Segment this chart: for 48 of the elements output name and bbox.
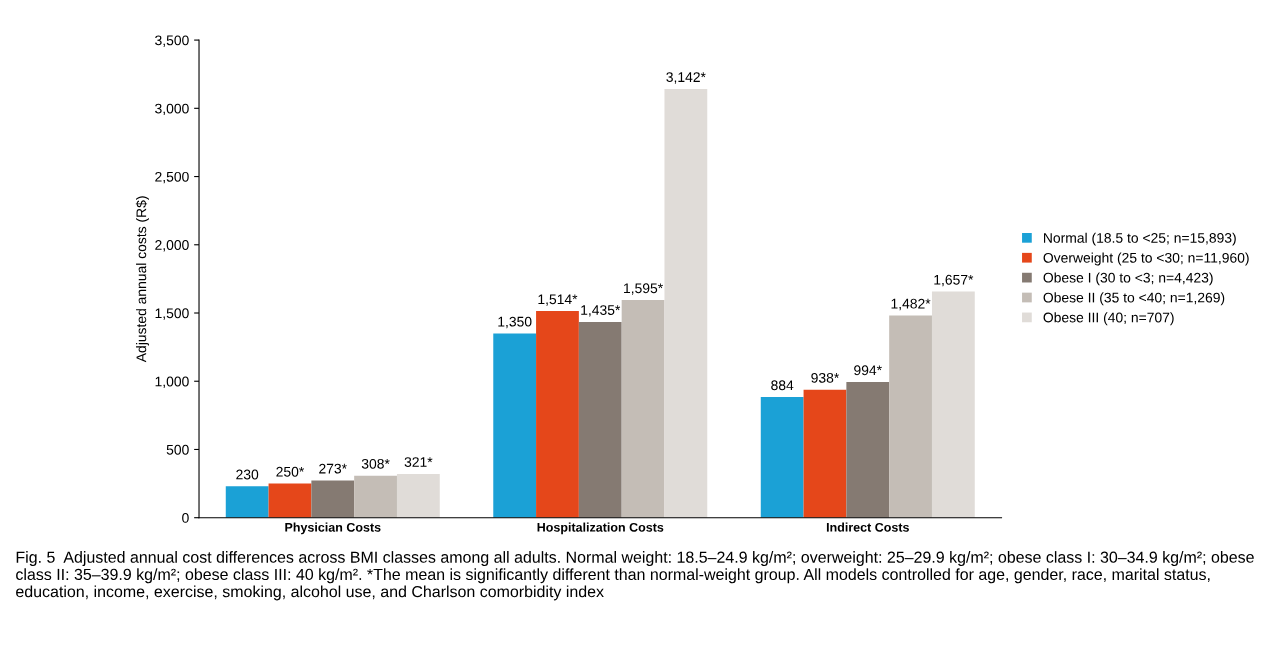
bar [396, 473, 440, 518]
x-tick-label: Physician Costs [285, 522, 381, 535]
y-tick-label: 2,000 [155, 240, 189, 252]
y-tick-label: 1,000 [155, 376, 189, 389]
y-tick-label: 2,500 [155, 171, 189, 184]
bar [354, 475, 397, 518]
y-tick-label: 500 [166, 444, 189, 455]
data-label: 321* [404, 457, 433, 467]
bar [803, 389, 847, 518]
bar [846, 382, 890, 518]
y-tick-label: 0 [182, 513, 189, 523]
bar [311, 480, 355, 518]
legend-label: Obese I (30 to <3; n=4,423) [1043, 272, 1213, 286]
data-label: 3,142* [666, 72, 706, 84]
x-tick-label: Indirect Costs [826, 522, 909, 532]
data-label: 1,514* [538, 294, 578, 306]
data-label: 1,657* [934, 274, 974, 287]
data-label: 308* [361, 458, 390, 469]
legend-label: Obese II (35 to <40; n=1,269) [1043, 292, 1225, 306]
bar [268, 483, 312, 518]
y-tick-label: 1,500 [155, 308, 189, 320]
x-tick-label: Hospitalization Costs [537, 522, 664, 535]
bar [664, 88, 708, 518]
data-label: 273* [319, 463, 347, 474]
data-label: 1,482* [891, 298, 931, 311]
bar [225, 486, 269, 518]
bar [578, 321, 622, 518]
legend-label: Overweight (25 to <30; n=11,960) [1043, 252, 1249, 266]
y-tick-label: 3,000 [155, 103, 189, 116]
data-label: 884 [771, 380, 794, 391]
bar [760, 397, 804, 518]
data-label: 230 [236, 469, 259, 480]
bar [889, 315, 932, 518]
data-label: 938* [811, 372, 840, 383]
bar [931, 291, 975, 518]
bar [621, 300, 665, 518]
data-label: 994* [854, 365, 882, 376]
legend-label: Obese III (40; n=707) [1043, 312, 1174, 326]
caption: Fig. 5 Adjusted annual cost differences across BMI classes among all adults. Normal weight: 18.5–24.9 kg/m²; overweight: 25–29.9 kg/m²; obese class I: 30–34.9 kg/m²; obese class II: 35–39.9 kg/m²; obese class III: 40 kg/m². *The mean is significantly different than normal-weight group. All models controlled for age, gender, race, marital status, education, income, exercise, smoking, alcohol use, and Charlson comorbidity index [16, 551, 1254, 601]
data-label: 1,595* [624, 283, 663, 295]
data-label: 1,350 [498, 316, 532, 329]
bar [493, 333, 537, 518]
data-label: 250* [276, 466, 305, 477]
legend-label: Normal (18.5 to <25; n=15,893) [1044, 232, 1236, 246]
data-label: 1,435* [581, 305, 621, 317]
y-axis-title: Adjusted annual costs (R$) [135, 196, 149, 363]
y-tick-label: 3,500 [155, 35, 189, 47]
bar [536, 311, 579, 518]
